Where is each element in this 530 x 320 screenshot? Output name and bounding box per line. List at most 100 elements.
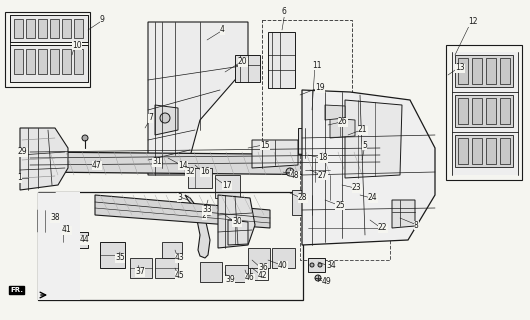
Polygon shape <box>55 225 75 242</box>
Bar <box>14 49 23 74</box>
Text: 21: 21 <box>358 125 367 134</box>
Text: 23: 23 <box>352 183 361 193</box>
Bar <box>62 49 71 74</box>
Polygon shape <box>302 195 322 215</box>
Text: 9: 9 <box>100 15 105 25</box>
Text: 34: 34 <box>326 261 335 270</box>
Bar <box>50 19 59 38</box>
Polygon shape <box>218 195 255 248</box>
Text: 19: 19 <box>315 84 324 92</box>
Text: 44: 44 <box>80 236 90 244</box>
Text: FR.: FR. <box>10 287 23 293</box>
Text: 32: 32 <box>185 167 195 177</box>
Polygon shape <box>298 128 325 158</box>
Text: 42: 42 <box>258 270 268 279</box>
Polygon shape <box>155 105 178 135</box>
Bar <box>500 138 510 164</box>
Text: 12: 12 <box>468 18 478 27</box>
Polygon shape <box>30 152 380 175</box>
Text: 11: 11 <box>312 60 322 69</box>
Bar <box>300 155 390 260</box>
Text: 27: 27 <box>318 171 328 180</box>
Polygon shape <box>235 55 260 82</box>
Circle shape <box>160 113 170 123</box>
Circle shape <box>286 168 294 176</box>
Text: 47: 47 <box>92 161 102 170</box>
Polygon shape <box>250 265 268 280</box>
Polygon shape <box>302 90 435 245</box>
Polygon shape <box>452 52 518 175</box>
Text: 30: 30 <box>232 218 242 227</box>
Polygon shape <box>320 175 345 202</box>
Bar <box>500 58 510 84</box>
Bar <box>455 95 513 127</box>
Bar <box>38 19 47 38</box>
Bar <box>500 98 510 124</box>
Polygon shape <box>272 248 295 268</box>
Polygon shape <box>68 232 88 248</box>
Text: 3: 3 <box>177 193 182 202</box>
Text: 7: 7 <box>148 114 153 123</box>
Text: 43: 43 <box>175 253 185 262</box>
Polygon shape <box>268 32 295 88</box>
Text: 26: 26 <box>338 117 348 126</box>
Polygon shape <box>95 195 270 228</box>
Bar <box>74 49 83 74</box>
Bar <box>50 49 59 74</box>
Polygon shape <box>308 218 382 240</box>
Text: 5: 5 <box>362 140 367 149</box>
Text: 13: 13 <box>455 63 465 73</box>
Circle shape <box>315 275 321 281</box>
Text: 15: 15 <box>260 140 270 149</box>
Polygon shape <box>345 100 402 178</box>
Polygon shape <box>248 248 270 268</box>
Polygon shape <box>10 45 88 82</box>
Bar <box>26 49 35 74</box>
Text: 2: 2 <box>202 211 207 220</box>
Polygon shape <box>292 190 302 215</box>
Bar <box>74 19 83 38</box>
Text: 24: 24 <box>368 194 377 203</box>
Text: 18: 18 <box>318 154 328 163</box>
Text: 14: 14 <box>178 161 188 170</box>
Bar <box>26 19 35 38</box>
Text: 39: 39 <box>225 276 235 284</box>
Bar <box>472 98 482 124</box>
Text: 22: 22 <box>378 223 387 233</box>
Circle shape <box>318 263 322 267</box>
Circle shape <box>82 135 88 141</box>
Polygon shape <box>148 22 248 175</box>
Bar <box>62 19 71 38</box>
Bar <box>472 138 482 164</box>
Text: 33: 33 <box>202 205 212 214</box>
Polygon shape <box>38 210 62 232</box>
Polygon shape <box>200 262 222 282</box>
Bar <box>38 192 303 300</box>
Polygon shape <box>188 168 212 188</box>
Polygon shape <box>308 258 325 272</box>
Text: 6: 6 <box>282 7 287 17</box>
Polygon shape <box>305 158 330 182</box>
Polygon shape <box>225 265 248 282</box>
Polygon shape <box>252 140 298 168</box>
Text: 8: 8 <box>414 220 419 229</box>
Text: 41: 41 <box>62 226 72 235</box>
Text: 4: 4 <box>220 26 225 35</box>
Polygon shape <box>228 220 248 245</box>
Polygon shape <box>185 195 210 258</box>
Bar <box>458 138 468 164</box>
Polygon shape <box>10 15 88 42</box>
Bar <box>458 58 468 84</box>
Polygon shape <box>20 128 68 190</box>
Polygon shape <box>162 242 182 258</box>
Polygon shape <box>155 258 178 278</box>
Text: 38: 38 <box>50 213 59 222</box>
Text: 40: 40 <box>278 260 288 269</box>
Text: 45: 45 <box>175 270 185 279</box>
Bar <box>472 58 482 84</box>
Bar <box>486 138 496 164</box>
Polygon shape <box>215 175 240 198</box>
Text: 1: 1 <box>17 173 22 182</box>
Text: 35: 35 <box>115 253 125 262</box>
Bar <box>455 55 513 87</box>
